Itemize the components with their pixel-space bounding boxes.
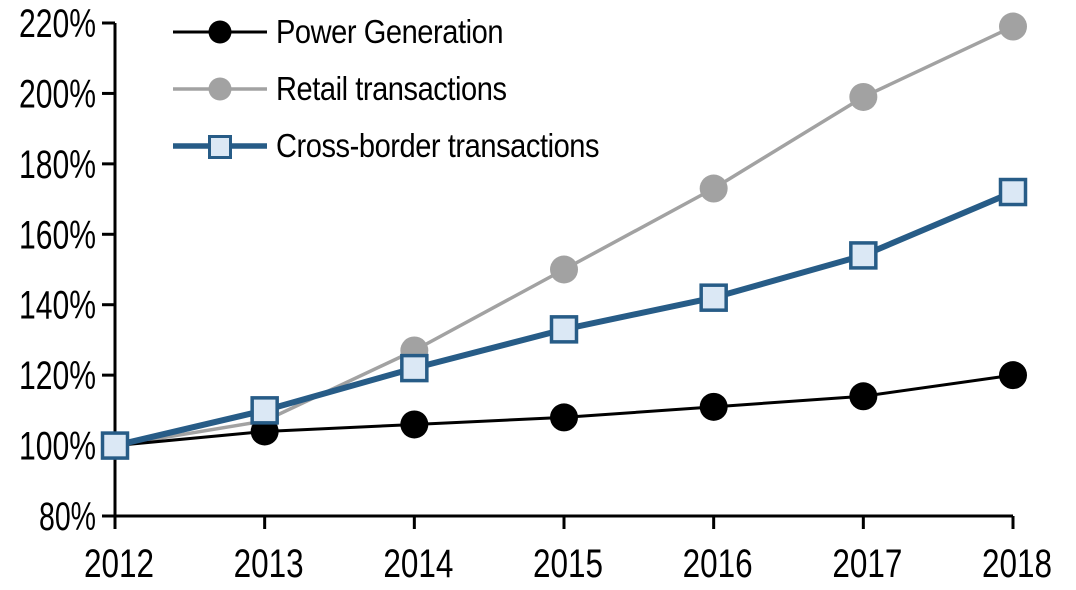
marker-power-generation-2016: [699, 392, 728, 421]
x-tick-label: 2015: [533, 542, 603, 586]
y-tick-label: 80%: [39, 495, 96, 539]
legend-label-cross-border-transactions: Cross-border transactions: [276, 127, 600, 164]
y-tick-label: 100%: [19, 425, 96, 469]
x-tick-label: 2013: [234, 542, 304, 586]
legend-marker-power-generation: [208, 20, 232, 44]
marker-cross-border-transactions-2018: [998, 177, 1028, 207]
marker-power-generation-2015: [550, 403, 578, 432]
x-tick-label: 2014: [383, 542, 453, 586]
y-tick-label: 220%: [19, 2, 96, 46]
legend-marker-cross-border-transactions: [208, 135, 232, 159]
marker-cross-border-transactions-2015: [549, 315, 579, 344]
legend-swatch-retail-transactions: [173, 77, 267, 101]
marker-retail-transactions-2017: [849, 82, 878, 111]
x-tick-label: 2016: [683, 542, 753, 586]
legend-swatch-cross-border-transactions: [173, 135, 267, 159]
marker-cross-border-transactions-2017: [849, 241, 878, 270]
marker-retail-transactions-2018: [999, 12, 1027, 41]
x-tick-label: 2012: [84, 542, 154, 586]
y-tick-label: 180%: [19, 143, 96, 187]
legend-label-retail-transactions: Retail transactions: [276, 70, 507, 107]
marker-cross-border-transactions-2016: [699, 283, 728, 312]
marker-cross-border-transactions-2014: [400, 353, 429, 383]
legend-item-retail-transactions: Retail transactions: [172, 70, 643, 107]
marker-retail-transactions-2016: [699, 174, 728, 203]
legend-swatch-power-generation: [173, 20, 267, 44]
y-tick-label: 200%: [19, 72, 96, 116]
legend-item-cross-border-transactions: Cross-border transactions: [172, 127, 643, 164]
legend-item-power-generation: Power Generation: [172, 13, 643, 50]
x-tick-label: 2017: [832, 542, 902, 586]
marker-retail-transactions-2015: [550, 255, 578, 284]
legend-label-power-generation: Power Generation: [276, 13, 504, 50]
y-tick-label: 120%: [19, 354, 96, 398]
marker-cross-border-transactions-2012: [100, 431, 130, 460]
legend-marker-retail-transactions: [208, 77, 232, 101]
y-tick-label: 140%: [19, 284, 96, 328]
y-tick-label: 160%: [19, 213, 96, 257]
marker-power-generation-2018: [999, 361, 1027, 390]
marker-power-generation-2014: [400, 410, 429, 439]
legend: Power Generation Retail transactions Cro…: [172, 13, 643, 164]
marker-power-generation-2017: [849, 382, 878, 411]
marker-cross-border-transactions-2013: [250, 396, 279, 425]
x-tick-label: 2018: [982, 542, 1052, 586]
